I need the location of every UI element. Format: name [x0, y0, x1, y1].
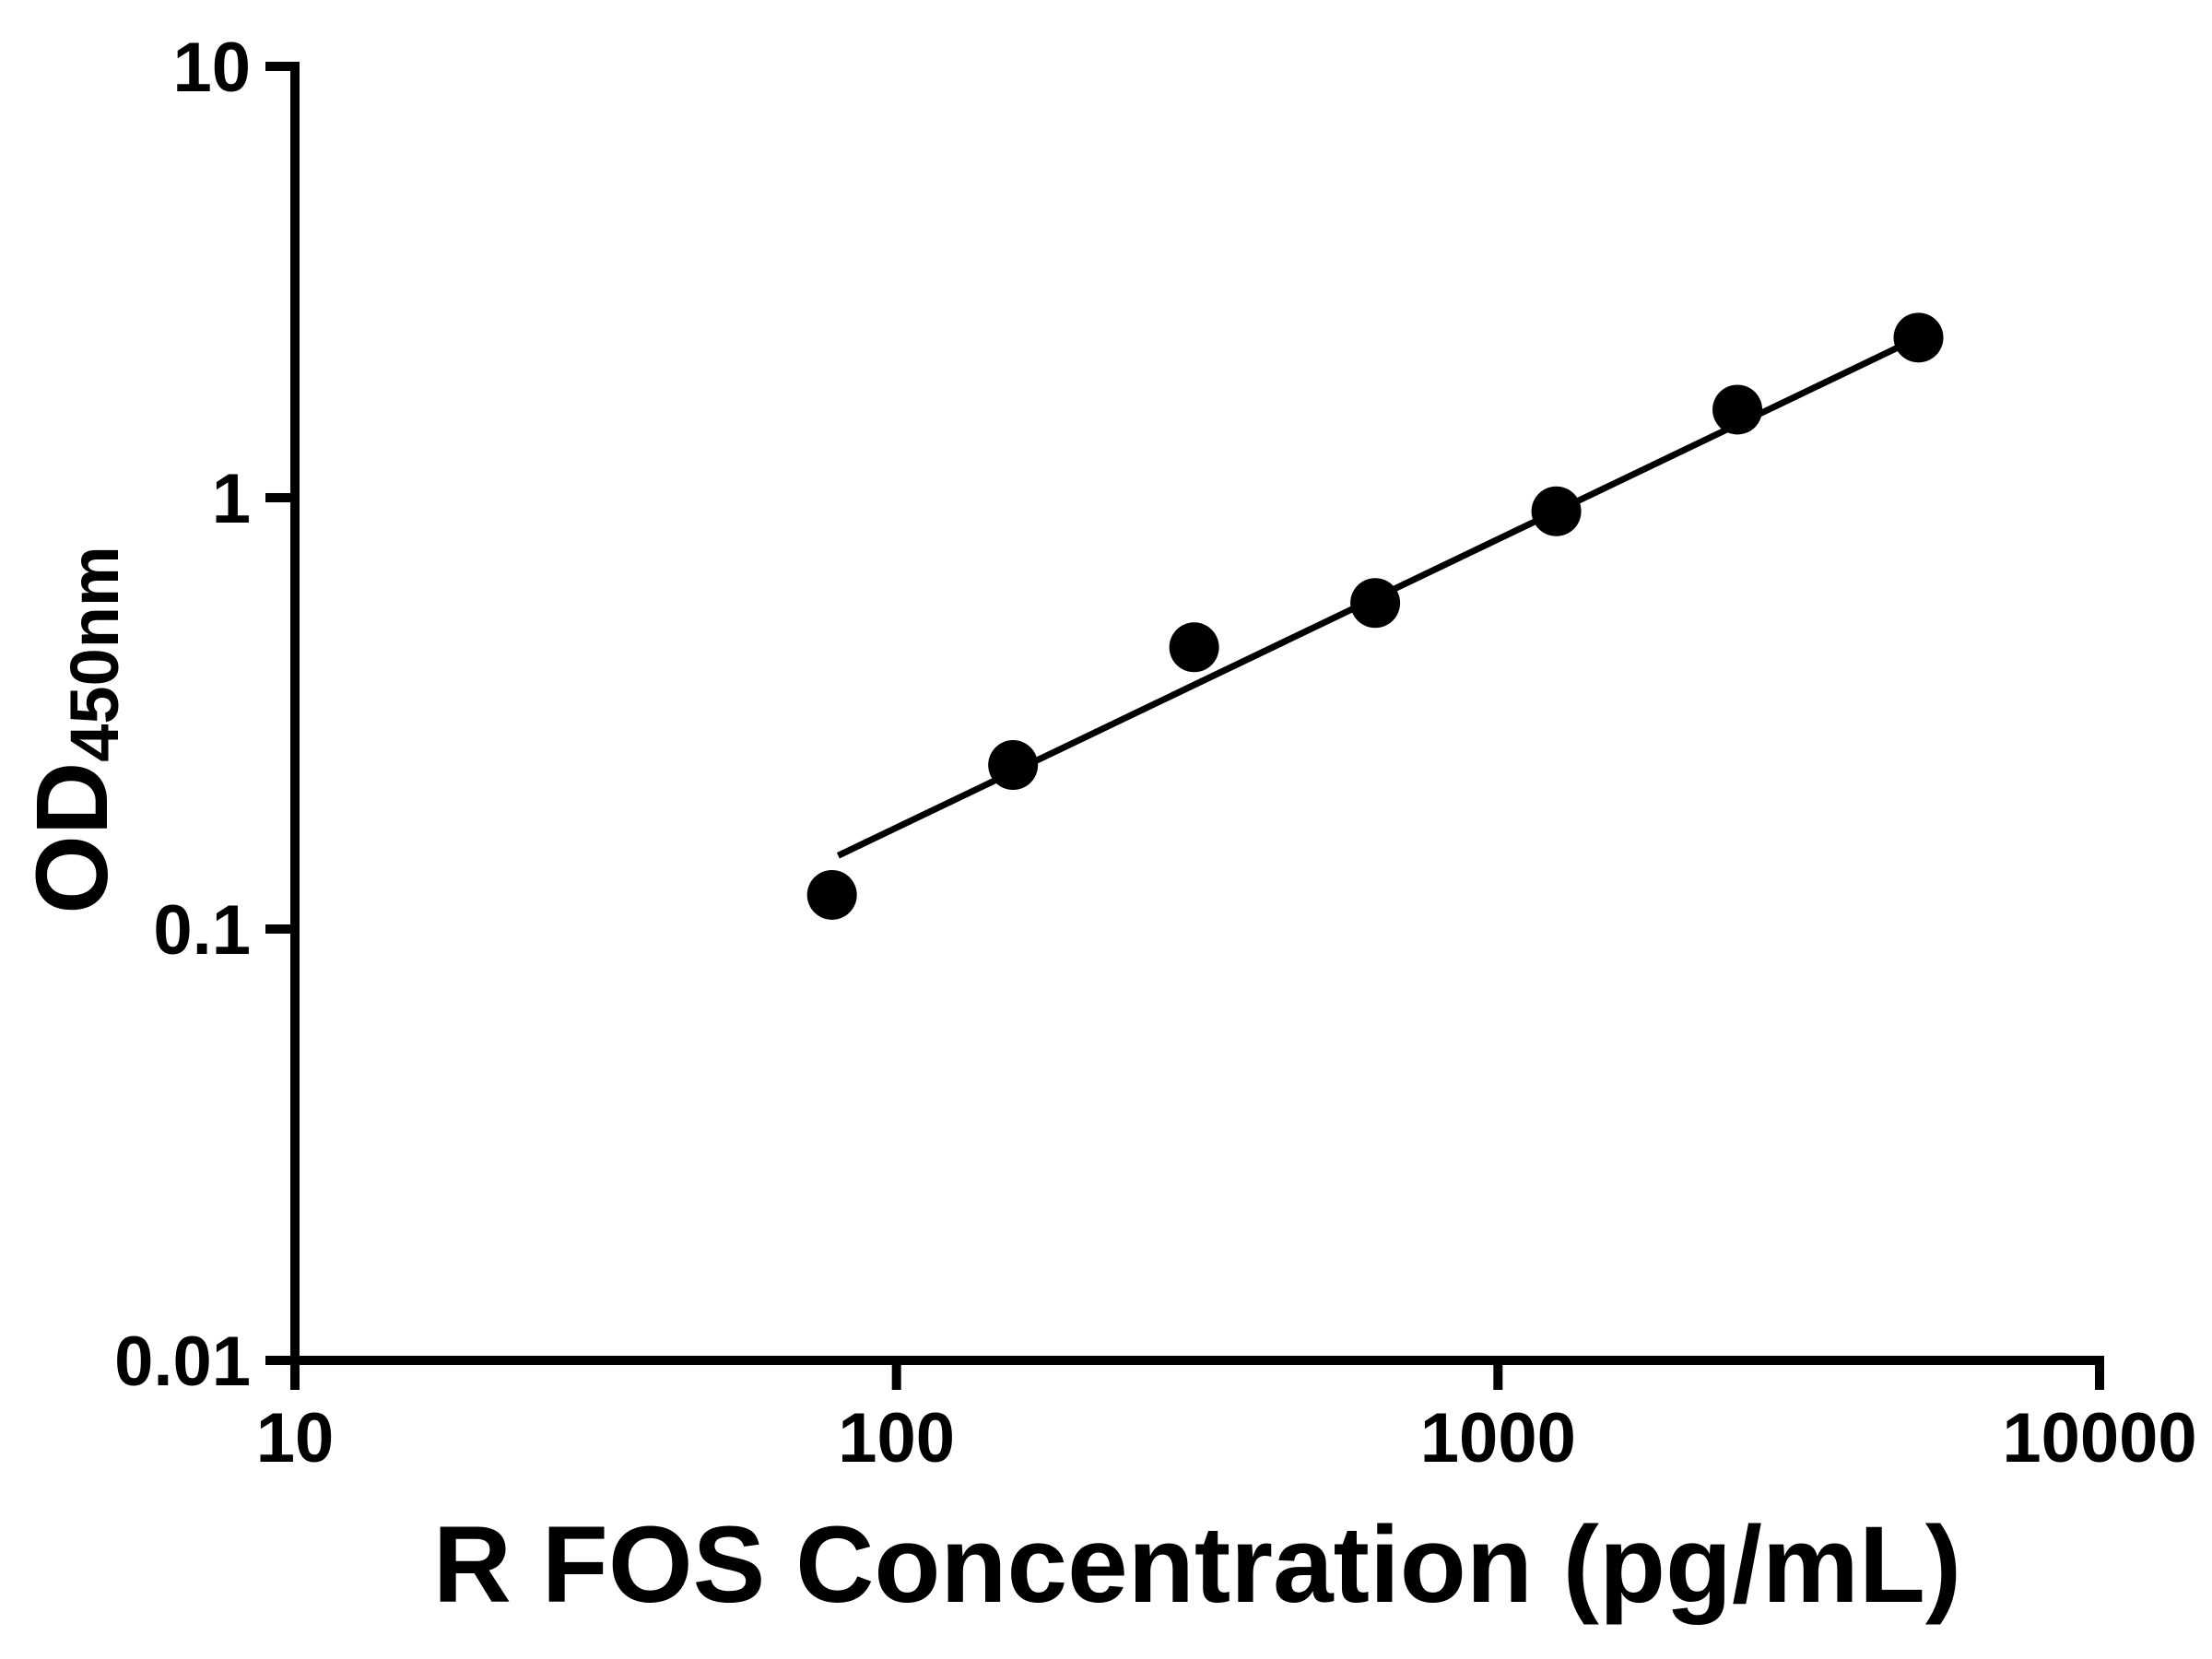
y-axis-title-subscript: 450nm: [55, 546, 133, 762]
y-tick-label: 10: [172, 29, 251, 107]
data-point: [1531, 486, 1582, 536]
x-tick-label: 10000: [2002, 1399, 2196, 1477]
x-tick-label: 1000: [1420, 1399, 1576, 1477]
data-point: [1350, 578, 1401, 629]
y-tick-label: 0.01: [114, 1323, 251, 1401]
y-axis-title: OD450nm: [14, 453, 143, 1006]
data-point: [988, 740, 1039, 791]
data-point: [806, 869, 857, 920]
data-point: [1893, 312, 1944, 363]
y-tick-label: 1: [212, 460, 251, 538]
x-tick-label: 10: [256, 1399, 335, 1477]
x-tick-label: 100: [838, 1399, 955, 1477]
data-point: [1712, 384, 1763, 435]
data-point: [1169, 622, 1219, 673]
y-axis-title-main: OD: [16, 761, 129, 914]
y-tick-label: 0.1: [153, 891, 251, 970]
x-axis-title: R FOS Concentration (pg/mL): [432, 1504, 1962, 1626]
